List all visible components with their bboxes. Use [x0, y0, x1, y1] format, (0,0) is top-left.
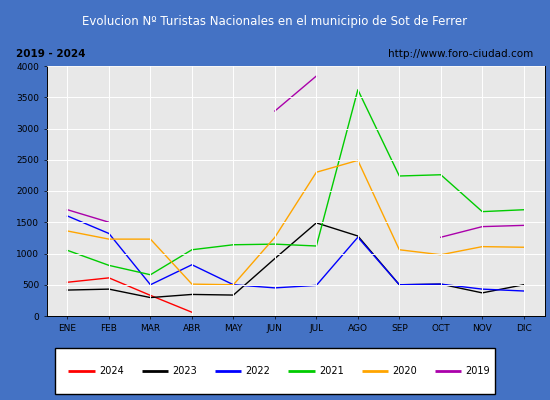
Text: 2021: 2021	[319, 366, 344, 376]
Text: http://www.foro-ciudad.com: http://www.foro-ciudad.com	[388, 49, 534, 59]
Text: 2020: 2020	[392, 366, 417, 376]
Text: Evolucion Nº Turistas Nacionales en el municipio de Sot de Ferrer: Evolucion Nº Turistas Nacionales en el m…	[82, 15, 468, 28]
Text: 2024: 2024	[99, 366, 124, 376]
Text: 2019 - 2024: 2019 - 2024	[16, 49, 86, 59]
Text: 2019: 2019	[466, 366, 490, 376]
FancyBboxPatch shape	[55, 348, 495, 394]
Text: 2023: 2023	[172, 366, 197, 376]
Text: 2022: 2022	[246, 366, 271, 376]
